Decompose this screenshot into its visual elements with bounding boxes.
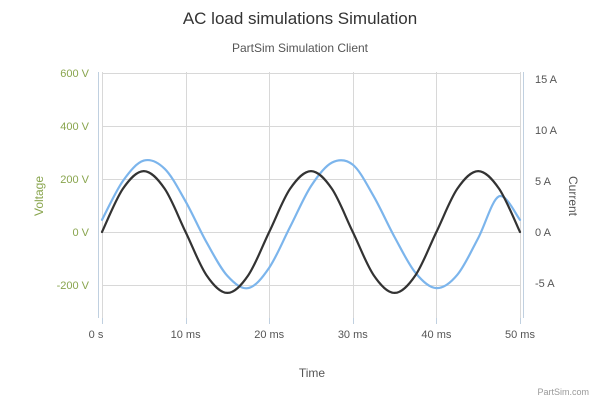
x-tick-label: 20 ms xyxy=(254,329,284,341)
y-left-axis-title: Voltage xyxy=(32,176,46,216)
y-left-tick-label: -200 V xyxy=(57,280,90,292)
voltage-series-line xyxy=(100,170,522,294)
y-right-tick-label: 10 A xyxy=(535,125,558,137)
current-series-line xyxy=(100,158,522,290)
x-tick-label: 10 ms xyxy=(171,329,201,341)
credits-link[interactable]: PartSim.com xyxy=(537,387,589,397)
y-right-axis-ticks: 15 A 10 A 5 A 0 A -5 A xyxy=(535,74,558,290)
x-axis-ticks: 0 s 10 ms 20 ms 30 ms 40 ms 50 ms xyxy=(89,329,536,341)
x-tick-label: 40 ms xyxy=(421,329,451,341)
y-left-axis-ticks: 600 V 400 V 200 V 0 V -200 V xyxy=(57,68,90,292)
y-right-tick-label: 5 A xyxy=(535,176,552,188)
y-right-axis-title: Current xyxy=(566,176,580,217)
x-tick-label: 0 s xyxy=(89,329,104,341)
series xyxy=(100,158,522,294)
y-right-tick-label: 15 A xyxy=(535,74,558,86)
axes xyxy=(98,72,524,324)
y-left-tick-label: 600 V xyxy=(60,68,89,80)
y-right-tick-label: 0 A xyxy=(535,227,552,239)
chart-title: AC load simulations Simulation xyxy=(183,9,417,28)
y-left-tick-label: 0 V xyxy=(72,227,89,239)
x-tick-label: 30 ms xyxy=(338,329,368,341)
x-tick-label: 50 ms xyxy=(505,329,535,341)
x-axis-title: Time xyxy=(299,366,326,380)
chart-subtitle: PartSim Simulation Client xyxy=(232,41,369,55)
y-right-tick-label: -5 A xyxy=(535,278,555,290)
y-left-tick-label: 200 V xyxy=(60,174,89,186)
y-left-tick-label: 400 V xyxy=(60,121,89,133)
